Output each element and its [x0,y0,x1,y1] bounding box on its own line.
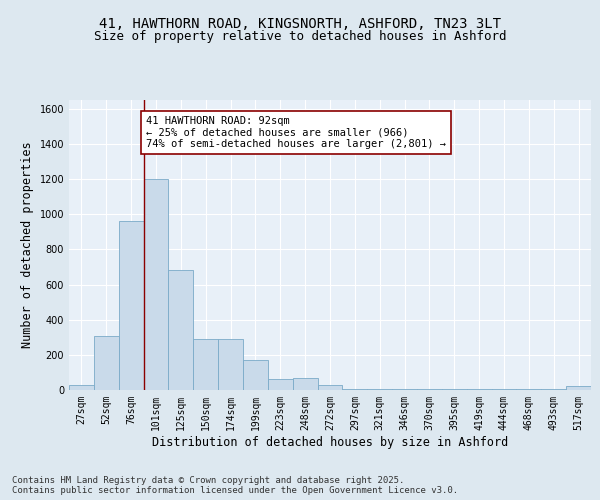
Bar [517,389,541,390]
Text: 41, HAWTHORN ROAD, KINGSNORTH, ASHFORD, TN23 3LT: 41, HAWTHORN ROAD, KINGSNORTH, ASHFORD, … [99,18,501,32]
Bar [94,336,119,390]
Bar [317,384,343,390]
Bar [193,339,218,390]
Text: 41 HAWTHORN ROAD: 92sqm
← 25% of detached houses are smaller (966)
74% of semi-d: 41 HAWTHORN ROAD: 92sqm ← 25% of detache… [146,116,446,149]
Bar [491,389,517,390]
Bar [69,384,94,390]
Bar [218,339,243,390]
Bar [442,389,467,390]
Bar [119,222,143,390]
Bar [268,380,293,390]
Bar [243,360,268,390]
X-axis label: Distribution of detached houses by size in Ashford: Distribution of detached houses by size … [152,436,508,448]
Bar [343,389,367,390]
Bar [392,389,417,390]
Bar [566,386,591,390]
Text: Contains HM Land Registry data © Crown copyright and database right 2025.
Contai: Contains HM Land Registry data © Crown c… [12,476,458,495]
Bar [293,378,317,390]
Bar [367,389,392,390]
Bar [417,389,442,390]
Bar [541,389,566,390]
Text: Size of property relative to detached houses in Ashford: Size of property relative to detached ho… [94,30,506,43]
Bar [169,270,193,390]
Bar [467,389,491,390]
Y-axis label: Number of detached properties: Number of detached properties [21,142,34,348]
Bar [143,179,169,390]
